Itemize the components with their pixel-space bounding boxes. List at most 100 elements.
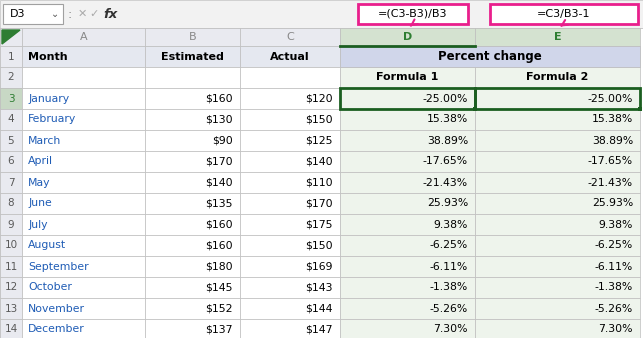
Text: Percent change: Percent change xyxy=(438,50,542,63)
Bar xyxy=(475,67,640,88)
Text: :: : xyxy=(68,7,72,21)
Text: 14: 14 xyxy=(5,324,17,335)
Text: 9: 9 xyxy=(8,219,14,230)
Text: 15.38%: 15.38% xyxy=(427,115,468,124)
Text: -5.26%: -5.26% xyxy=(595,304,633,314)
Bar xyxy=(475,46,640,67)
Bar xyxy=(240,151,340,172)
Text: -6.11%: -6.11% xyxy=(430,262,468,271)
Text: -21.43%: -21.43% xyxy=(588,177,633,188)
Bar xyxy=(240,214,340,235)
Text: 25.93%: 25.93% xyxy=(592,198,633,209)
Bar xyxy=(340,88,475,109)
Bar xyxy=(240,172,340,193)
Text: ⌄: ⌄ xyxy=(51,9,59,19)
Bar xyxy=(340,235,475,256)
Text: March: March xyxy=(28,136,61,145)
Text: Formula 2: Formula 2 xyxy=(527,72,589,82)
Bar xyxy=(145,319,240,338)
Text: A: A xyxy=(80,32,87,42)
Text: E: E xyxy=(554,32,561,42)
Bar xyxy=(340,256,475,277)
Bar xyxy=(340,277,475,298)
Text: $125: $125 xyxy=(305,136,333,145)
Bar xyxy=(0,319,22,338)
Bar xyxy=(475,88,640,109)
Bar xyxy=(340,298,475,319)
Bar xyxy=(473,107,477,111)
Text: September: September xyxy=(28,262,89,271)
Text: 25.93%: 25.93% xyxy=(427,198,468,209)
Text: =(C3-B3)/B3: =(C3-B3)/B3 xyxy=(378,9,448,19)
Bar xyxy=(0,0,643,28)
Bar xyxy=(22,88,145,109)
Bar xyxy=(240,277,340,298)
Text: 2: 2 xyxy=(8,72,14,82)
Bar xyxy=(22,172,145,193)
Bar xyxy=(0,67,22,88)
Bar xyxy=(475,319,640,338)
Text: 4: 4 xyxy=(8,115,14,124)
Bar xyxy=(475,193,640,214)
Text: $170: $170 xyxy=(205,156,233,167)
Bar xyxy=(340,319,475,338)
Text: July: July xyxy=(28,219,48,230)
Text: 38.89%: 38.89% xyxy=(592,136,633,145)
Text: -6.25%: -6.25% xyxy=(430,241,468,250)
Bar xyxy=(475,151,640,172)
Bar xyxy=(0,46,22,67)
Bar xyxy=(22,28,145,46)
Bar xyxy=(475,109,640,130)
Text: 13: 13 xyxy=(5,304,17,314)
Bar xyxy=(145,151,240,172)
Bar xyxy=(240,109,340,130)
Text: 11: 11 xyxy=(5,262,17,271)
Bar xyxy=(475,130,640,151)
Bar xyxy=(145,256,240,277)
Bar xyxy=(145,193,240,214)
Text: May: May xyxy=(28,177,51,188)
Text: -17.65%: -17.65% xyxy=(423,156,468,167)
Text: C: C xyxy=(286,32,294,42)
Text: $160: $160 xyxy=(205,241,233,250)
Text: =C3/B3-1: =C3/B3-1 xyxy=(538,9,591,19)
Text: January: January xyxy=(28,94,69,103)
Text: 9.38%: 9.38% xyxy=(599,219,633,230)
Text: 1: 1 xyxy=(8,51,14,62)
Text: $147: $147 xyxy=(305,324,333,335)
Bar xyxy=(240,28,340,46)
Bar xyxy=(340,172,475,193)
Bar xyxy=(638,107,642,111)
Text: -1.38%: -1.38% xyxy=(595,283,633,292)
Text: $90: $90 xyxy=(212,136,233,145)
Bar xyxy=(475,256,640,277)
Bar xyxy=(145,67,240,88)
Bar xyxy=(145,130,240,151)
Bar xyxy=(340,46,640,67)
Bar xyxy=(475,298,640,319)
Bar xyxy=(0,193,22,214)
Polygon shape xyxy=(2,30,20,44)
Text: fx: fx xyxy=(103,7,117,21)
Bar xyxy=(22,67,145,88)
Text: 12: 12 xyxy=(5,283,17,292)
Bar xyxy=(0,172,22,193)
Bar xyxy=(240,88,340,109)
Bar xyxy=(340,151,475,172)
Text: $110: $110 xyxy=(305,177,333,188)
Bar xyxy=(0,151,22,172)
Text: $130: $130 xyxy=(205,115,233,124)
Bar xyxy=(22,214,145,235)
Text: $170: $170 xyxy=(305,198,333,209)
Bar xyxy=(22,130,145,151)
Bar xyxy=(240,298,340,319)
Text: D: D xyxy=(403,32,412,42)
Bar xyxy=(145,46,240,67)
Bar xyxy=(22,256,145,277)
Text: 38.89%: 38.89% xyxy=(427,136,468,145)
Bar xyxy=(240,67,340,88)
Bar xyxy=(340,67,475,88)
Text: $140: $140 xyxy=(305,156,333,167)
Text: $169: $169 xyxy=(305,262,333,271)
Bar xyxy=(22,151,145,172)
